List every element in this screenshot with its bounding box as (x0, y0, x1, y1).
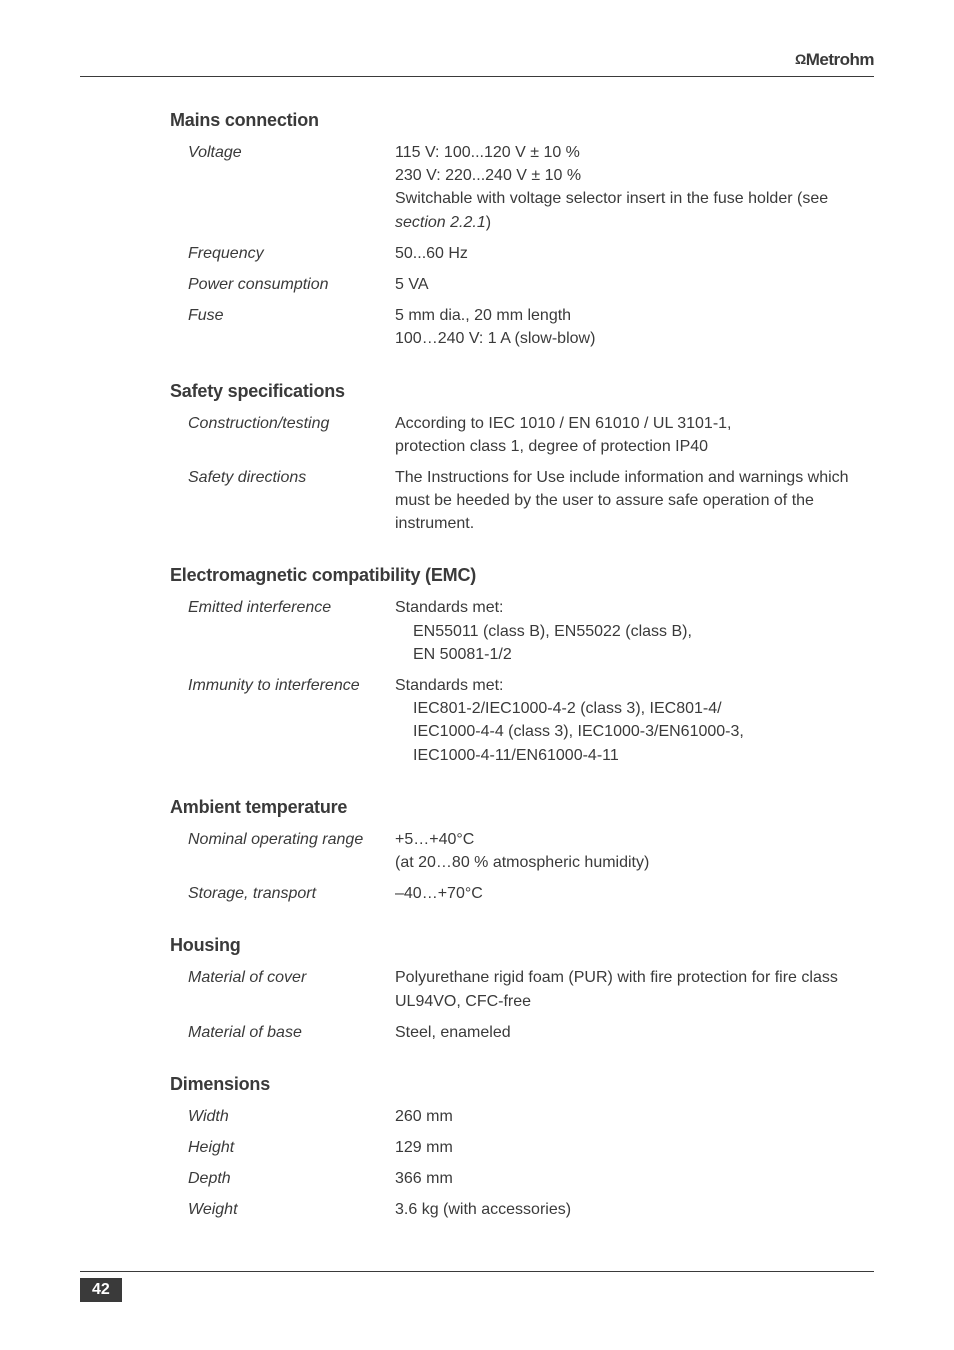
section-ambient: Ambient temperature Nominal operating ra… (170, 797, 874, 906)
value-cover: Polyurethane rigid foam (PUR) with fire … (395, 966, 874, 1012)
row-depth: Depth 366 mm (170, 1167, 874, 1190)
label-base: Material of base (170, 1021, 395, 1044)
label-directions: Safety directions (170, 466, 395, 536)
page-content: Mains connection Voltage 115 V: 100...12… (170, 70, 874, 1222)
section-title-housing: Housing (170, 935, 874, 956)
section-title-mains: Mains connection (170, 110, 874, 131)
row-base: Material of base Steel, enameled (170, 1021, 874, 1044)
fuse-line1: 5 mm dia., 20 mm length (395, 307, 571, 324)
label-construction: Construction/testing (170, 412, 395, 458)
emitted-line3: EN 50081-1/2 (395, 643, 874, 666)
page-number: 42 (80, 1278, 122, 1302)
row-directions: Safety directions The Instructions for U… (170, 466, 874, 536)
label-height: Height (170, 1136, 395, 1159)
nominal-line1: +5…+40°C (395, 831, 474, 848)
row-fuse: Fuse 5 mm dia., 20 mm length 100…240 V: … (170, 304, 874, 350)
section-mains: Mains connection Voltage 115 V: 100...12… (170, 110, 874, 351)
voltage-section-ref: section 2.2.1 (395, 214, 486, 231)
voltage-line2: 230 V: 220...240 V ± 10 % (395, 167, 581, 184)
value-frequency: 50...60 Hz (395, 242, 874, 265)
nominal-line2: (at 20…80 % atmospheric humidity) (395, 854, 649, 871)
section-title-dimensions: Dimensions (170, 1074, 874, 1095)
value-base: Steel, enameled (395, 1021, 874, 1044)
label-depth: Depth (170, 1167, 395, 1190)
label-fuse: Fuse (170, 304, 395, 350)
label-width: Width (170, 1105, 395, 1128)
label-power: Power consumption (170, 273, 395, 296)
voltage-close: ) (486, 214, 491, 231)
section-title-safety: Safety specifications (170, 381, 874, 402)
section-title-emc: Electromagnetic compatibility (EMC) (170, 565, 874, 586)
value-immunity: Standards met: IEC801-2/IEC1000-4-2 (cla… (395, 674, 874, 767)
label-cover: Material of cover (170, 966, 395, 1012)
section-dimensions: Dimensions Width 260 mm Height 129 mm De… (170, 1074, 874, 1222)
value-nominal: +5…+40°C (at 20…80 % atmospheric humidit… (395, 828, 874, 874)
label-storage: Storage, transport (170, 882, 395, 905)
row-frequency: Frequency 50...60 Hz (170, 242, 874, 265)
construction-line1: According to IEC 1010 / EN 61010 / UL 31… (395, 415, 732, 432)
row-weight: Weight 3.6 kg (with accessories) (170, 1198, 874, 1221)
row-construction: Construction/testing According to IEC 10… (170, 412, 874, 458)
row-emitted: Emitted interference Standards met: EN55… (170, 596, 874, 666)
emitted-line1: Standards met: (395, 599, 504, 616)
immunity-line3: IEC1000-4-4 (class 3), IEC1000-3/EN61000… (395, 720, 874, 743)
section-title-ambient: Ambient temperature (170, 797, 874, 818)
label-emitted: Emitted interference (170, 596, 395, 666)
value-height: 129 mm (395, 1136, 874, 1159)
page-footer: 42 (80, 1271, 874, 1302)
voltage-line1: 115 V: 100...120 V ± 10 % (395, 144, 580, 161)
value-construction: According to IEC 1010 / EN 61010 / UL 31… (395, 412, 874, 458)
immunity-line2: IEC801-2/IEC1000-4-2 (class 3), IEC801-4… (395, 697, 874, 720)
row-immunity: Immunity to interference Standards met: … (170, 674, 874, 767)
fuse-line2: 100…240 V: 1 A (slow-blow) (395, 330, 595, 347)
value-power: 5 VA (395, 273, 874, 296)
header-rule (80, 76, 874, 77)
voltage-line3: Switchable with voltage selector insert … (395, 190, 828, 207)
construction-line2: protection class 1, degree of protection… (395, 438, 708, 455)
label-voltage: Voltage (170, 141, 395, 234)
value-directions: The Instructions for Use include informa… (395, 466, 874, 536)
label-immunity: Immunity to interference (170, 674, 395, 767)
value-storage: –40…+70°C (395, 882, 874, 905)
section-emc: Electromagnetic compatibility (EMC) Emit… (170, 565, 874, 766)
footer-rule (80, 1271, 874, 1272)
emitted-line2: EN55011 (class B), EN55022 (class B), (395, 620, 874, 643)
row-height: Height 129 mm (170, 1136, 874, 1159)
immunity-line1: Standards met: (395, 677, 504, 694)
row-power: Power consumption 5 VA (170, 273, 874, 296)
label-nominal: Nominal operating range (170, 828, 395, 874)
brand-logo: ΩMetrohm (795, 50, 874, 70)
section-safety: Safety specifications Construction/testi… (170, 381, 874, 536)
row-storage: Storage, transport –40…+70°C (170, 882, 874, 905)
value-weight: 3.6 kg (with accessories) (395, 1198, 874, 1221)
row-voltage: Voltage 115 V: 100...120 V ± 10 % 230 V:… (170, 141, 874, 234)
section-housing: Housing Material of cover Polyurethane r… (170, 935, 874, 1044)
value-emitted: Standards met: EN55011 (class B), EN5502… (395, 596, 874, 666)
value-fuse: 5 mm dia., 20 mm length 100…240 V: 1 A (… (395, 304, 874, 350)
brand-text: Metrohm (806, 50, 874, 69)
label-weight: Weight (170, 1198, 395, 1221)
row-width: Width 260 mm (170, 1105, 874, 1128)
value-width: 260 mm (395, 1105, 874, 1128)
row-nominal: Nominal operating range +5…+40°C (at 20…… (170, 828, 874, 874)
label-frequency: Frequency (170, 242, 395, 265)
value-depth: 366 mm (395, 1167, 874, 1190)
value-voltage: 115 V: 100...120 V ± 10 % 230 V: 220...2… (395, 141, 874, 234)
immunity-line4: IEC1000-4-11/EN61000-4-11 (395, 744, 874, 767)
row-cover: Material of cover Polyurethane rigid foa… (170, 966, 874, 1012)
